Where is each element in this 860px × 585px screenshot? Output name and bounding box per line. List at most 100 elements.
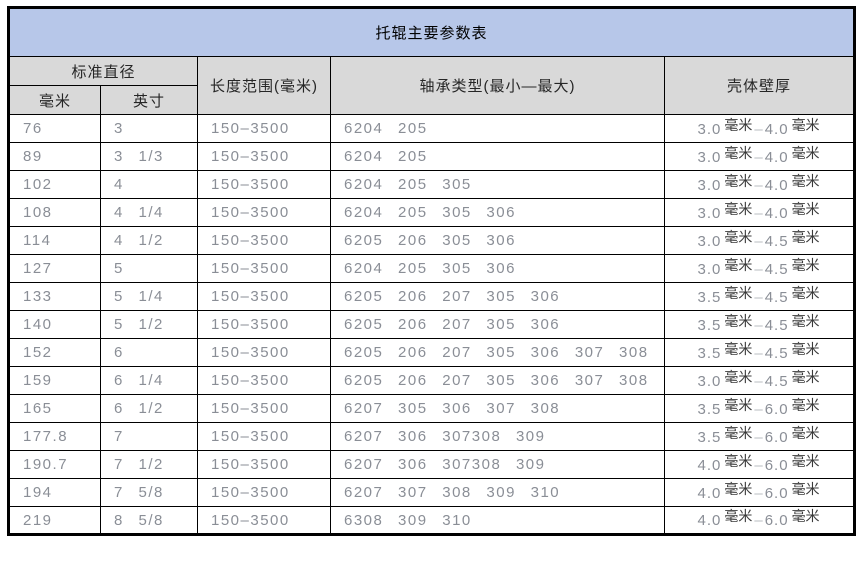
wall-min-unit: 毫米 <box>724 172 753 189</box>
wall-min-value: 3.0 <box>697 204 722 222</box>
cell-wall-thickness: 3.0 毫米 –4.0 毫米 <box>663 142 856 171</box>
cell-length-range: 150–3500 <box>197 422 331 451</box>
table-row: 114 4 1/2 150–3500 6205 206 305 306 3.0 毫米 –4.… <box>8 226 856 255</box>
wall-max-unit: 毫米 <box>791 144 820 161</box>
title-row: 托辊主要参数表 <box>7 7 856 57</box>
cell-diameter-inch: 5 <box>100 254 198 283</box>
cell-diameter-mm: 102 <box>8 170 101 199</box>
table-row: 194 7 5/8 150–3500 6207 307 308 309 310 4.0 毫… <box>8 478 856 507</box>
table-row: 165 6 1/2 150–3500 6207 305 306 307 308 3.5 毫… <box>8 394 856 423</box>
cell-wall-thickness: 3.0 毫米 –4.5 毫米 <box>663 226 856 255</box>
wall-min-unit: 毫米 <box>724 284 753 301</box>
wall-min-unit: 毫米 <box>724 368 753 385</box>
table-row: 152 6 150–3500 6205 206 207 305 306 307 308… <box>8 338 856 367</box>
cell-length-range: 150–3500 <box>197 450 331 479</box>
wall-max-unit: 毫米 <box>791 200 820 217</box>
table-title: 托辊主要参数表 <box>7 7 856 57</box>
wall-max-value: 6.0 <box>764 456 789 474</box>
cell-bearing-types: 6204 205 <box>330 114 665 143</box>
cell-bearing-types: 6207 306 307308 309 <box>330 450 665 479</box>
range-dash: – <box>754 512 764 529</box>
wall-max-value: 4.5 <box>764 344 789 362</box>
cell-diameter-mm: 190.7 <box>8 450 101 479</box>
wall-min-unit: 毫米 <box>724 116 753 133</box>
cell-bearing-types: 6207 307 308 309 310 <box>330 478 665 507</box>
wall-min-value: 3.0 <box>697 232 722 250</box>
cell-diameter-inch: 6 1/2 <box>100 394 198 423</box>
cell-diameter-inch: 4 1/4 <box>100 198 198 227</box>
cell-wall-thickness: 3.0 毫米 –4.5 毫米 <box>663 366 856 395</box>
cell-diameter-mm: 127 <box>8 254 101 283</box>
range-dash: – <box>754 344 764 362</box>
cell-length-range: 150–3500 <box>197 478 331 507</box>
cell-wall-thickness: 4.0 毫米 –6.0 毫米 <box>663 450 856 479</box>
cell-bearing-types: 6207 306 307308 309 <box>330 422 665 451</box>
wall-max-unit: 毫米 <box>791 452 820 469</box>
wall-min-unit: 毫米 <box>724 396 753 413</box>
wall-max-unit: 毫米 <box>791 228 820 245</box>
cell-length-range: 150–3500 <box>197 226 331 255</box>
wall-min-value: 4.0 <box>697 512 722 529</box>
range-dash: – <box>754 372 764 390</box>
cell-diameter-inch: 8 5/8 <box>100 506 198 535</box>
wall-min-unit: 毫米 <box>724 424 753 441</box>
range-dash: – <box>754 232 764 250</box>
wall-min-unit: 毫米 <box>724 200 753 217</box>
wall-min-value: 4.0 <box>697 456 722 474</box>
wall-min-value: 3.0 <box>697 120 722 138</box>
cell-wall-thickness: 3.5 毫米 –4.5 毫米 <box>663 310 856 339</box>
range-dash: – <box>754 148 764 166</box>
wall-max-unit: 毫米 <box>791 256 820 273</box>
wall-min-unit: 毫米 <box>724 340 753 357</box>
wall-max-value: 4.5 <box>764 372 789 390</box>
wall-max-value: 6.0 <box>764 512 789 529</box>
cell-diameter-inch: 3 <box>100 114 198 143</box>
cell-bearing-types: 6204 205 305 306 <box>330 254 665 283</box>
wall-max-value: 4.5 <box>764 232 789 250</box>
cell-wall-thickness: 3.5 毫米 –6.0 毫米 <box>663 422 856 451</box>
cell-length-range: 150–3500 <box>197 310 331 339</box>
header-length-range: 长度范围(毫米) <box>197 56 331 115</box>
wall-max-unit: 毫米 <box>791 284 820 301</box>
cell-diameter-mm: 152 <box>8 338 101 367</box>
header-mm: 毫米 <box>8 85 101 115</box>
table-row: 177.8 7 150–3500 6207 306 307308 309 3.5 毫米 –6… <box>8 422 856 451</box>
wall-min-value: 3.5 <box>697 428 722 446</box>
wall-min-value: 3.5 <box>697 344 722 362</box>
cell-diameter-mm: 114 <box>8 226 101 255</box>
cell-diameter-mm: 133 <box>8 282 101 311</box>
cell-bearing-types: 6205 206 207 305 306 <box>330 310 665 339</box>
cell-diameter-inch: 3 1/3 <box>100 142 198 171</box>
range-dash: – <box>754 484 764 502</box>
wall-min-value: 3.0 <box>697 148 722 166</box>
wall-min-unit: 毫米 <box>724 228 753 245</box>
cell-diameter-mm: 159 <box>8 366 101 395</box>
header-row-2: 毫米 英寸 <box>8 85 855 115</box>
table-row: 133 5 1/4 150–3500 6205 206 207 305 306 3.5 毫… <box>8 282 856 311</box>
cell-diameter-inch: 7 <box>100 422 198 451</box>
cell-bearing-types: 6207 305 306 307 308 <box>330 394 665 423</box>
cell-diameter-mm: 89 <box>8 142 101 171</box>
wall-max-value: 4.5 <box>764 316 789 334</box>
wall-min-unit: 毫米 <box>724 144 753 161</box>
wall-max-unit: 毫米 <box>791 340 820 357</box>
cell-diameter-inch: 5 1/4 <box>100 282 198 311</box>
cell-diameter-mm: 108 <box>8 198 101 227</box>
idler-parameter-table: 托辊主要参数表 标准直径 长度范围(毫米) 轴承类型(最小—最大) 壳体壁厚 毫… <box>7 6 857 536</box>
header-inch: 英寸 <box>100 85 198 115</box>
header-row-1: 标准直径 长度范围(毫米) 轴承类型(最小—最大) 壳体壁厚 <box>8 56 856 115</box>
cell-bearing-types: 6308 309 310 <box>330 506 665 535</box>
header-bearing-type: 轴承类型(最小—最大) <box>330 56 665 115</box>
cell-length-range: 150–3500 <box>197 394 331 423</box>
cell-length-range: 150–3500 <box>197 338 331 367</box>
wall-min-value: 4.0 <box>697 484 722 502</box>
wall-max-unit: 毫米 <box>791 116 820 133</box>
cell-diameter-inch: 7 5/8 <box>100 478 198 507</box>
table-row: 190.7 7 1/2 150–3500 6207 306 307308 309 4.0… <box>8 450 856 479</box>
wall-min-value: 3.5 <box>697 316 722 334</box>
wall-max-value: 6.0 <box>764 400 789 418</box>
cell-length-range: 150–3500 <box>197 114 331 143</box>
cell-bearing-types: 6204 205 <box>330 142 665 171</box>
table-row: 89 3 1/3 150–3500 6204 205 3.0 毫米 –4.0 毫米 <box>8 142 856 171</box>
